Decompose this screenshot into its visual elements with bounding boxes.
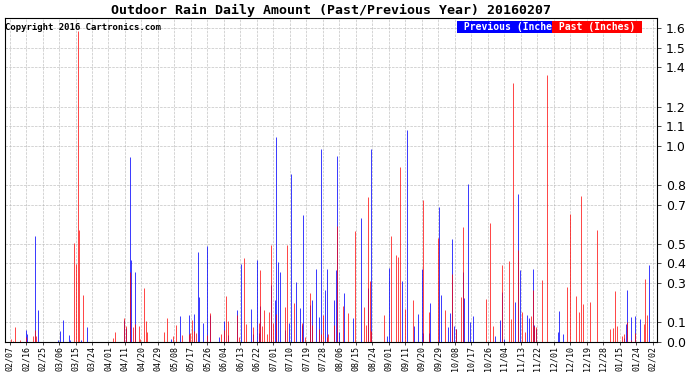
Title: Outdoor Rain Daily Amount (Past/Previous Year) 20160207: Outdoor Rain Daily Amount (Past/Previous… — [111, 4, 551, 17]
Text: Previous (Inches): Previous (Inches) — [458, 22, 570, 32]
Text: Past (Inches): Past (Inches) — [553, 22, 641, 32]
Text: Copyright 2016 Cartronics.com: Copyright 2016 Cartronics.com — [6, 23, 161, 32]
